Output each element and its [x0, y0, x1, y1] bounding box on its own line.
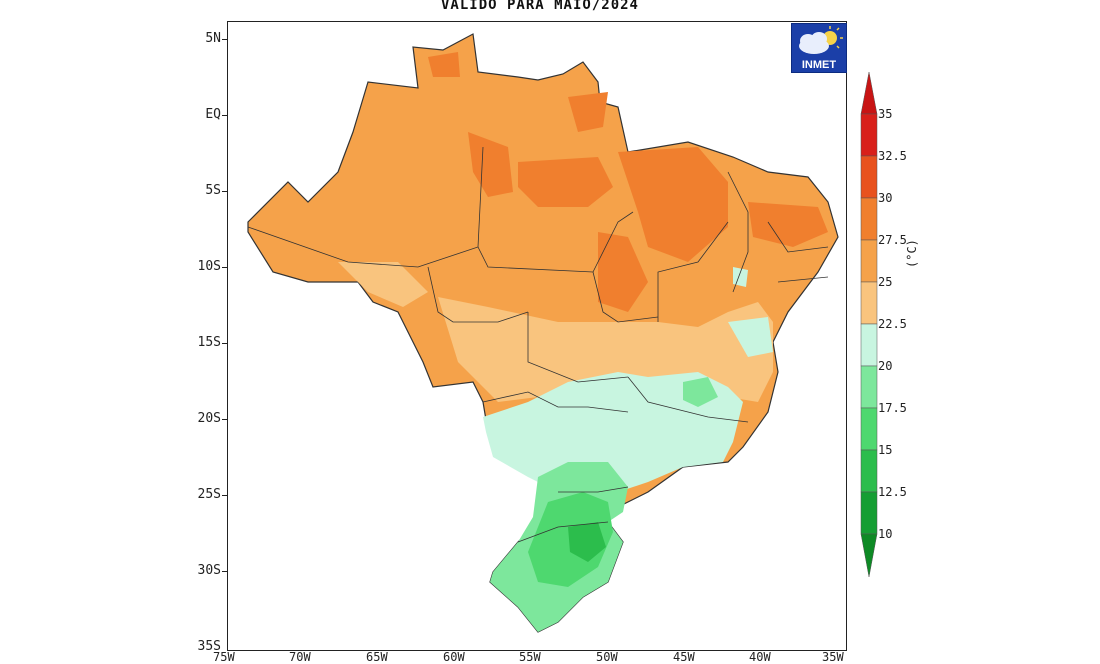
cloud-sun-icon [799, 26, 843, 54]
lat-tick [222, 571, 227, 572]
legend-unit-label: (°C) [905, 239, 919, 268]
map-title: VALIDO PARA MAIO/2024 [440, 0, 639, 13]
legend-band [860, 155, 878, 199]
hotspot-maranhao [618, 147, 728, 262]
lon-label-70w: 70W [289, 650, 311, 664]
lat-label-25s: 25S [197, 487, 221, 502]
lat-label-30s: 30S [197, 563, 221, 578]
legend-label: 25 [878, 275, 893, 289]
lat-tick [222, 115, 227, 116]
legend-label: 20 [878, 359, 893, 373]
lat-tick [222, 343, 227, 344]
inmet-logo: INMET [791, 23, 847, 73]
temperature-map [247, 33, 839, 633]
legend-band [860, 449, 878, 493]
legend-band [860, 407, 878, 451]
legend-label: 32.5 [878, 149, 907, 163]
legend-band [860, 113, 878, 157]
legend-band [860, 365, 878, 409]
lat-tick [222, 191, 227, 192]
lat-label-10s: 10S [197, 259, 221, 274]
logo-text: INMET [801, 59, 837, 71]
mild-northeast-spot [733, 267, 748, 287]
state-borders [247, 146, 829, 543]
light-orange-amazon-south [338, 262, 428, 307]
lat-label-35s: 35S [197, 639, 221, 654]
hotspot-amapa [568, 92, 608, 132]
cool-southeast-spot [683, 377, 718, 407]
legend-arrow-top [860, 72, 878, 115]
coolest-south-spot [568, 522, 606, 562]
lat-tick [222, 495, 227, 496]
lat-tick [222, 39, 227, 40]
legend-band [860, 491, 878, 535]
lon-label-45w: 45W [673, 650, 695, 664]
lon-label-40w: 40W [749, 650, 771, 664]
hotspot-northeast [748, 202, 828, 247]
hotspot-amazon [468, 132, 513, 197]
mild-bahia-spot [728, 317, 773, 357]
hotspot-para [518, 157, 613, 207]
lat-label-15s: 15S [197, 335, 221, 350]
legend-label: 12.5 [878, 485, 907, 499]
lat-tick [222, 267, 227, 268]
legend-arrow-bottom [860, 533, 878, 578]
lon-label-50w: 50W [596, 650, 618, 664]
legend-label: 10 [878, 527, 893, 541]
lon-label-75w: 75W [213, 650, 235, 664]
legend-band [860, 323, 878, 367]
lat-label-20s: 20S [197, 411, 221, 426]
legend-label: 27.5 [878, 233, 907, 247]
lat-tick [222, 419, 227, 420]
legend-label: 17.5 [878, 401, 907, 415]
lat-label-5n: 5N [205, 31, 221, 46]
hotspot-roraima [428, 52, 460, 77]
legend-band [860, 281, 878, 325]
lat-label-5s: 5S [205, 183, 221, 198]
legend-colorbar [860, 72, 878, 578]
legend-band [860, 197, 878, 241]
lon-label-65w: 65W [366, 650, 388, 664]
legend-label: 30 [878, 191, 893, 205]
hotspot-tocantins [598, 232, 648, 312]
lon-label-60w: 60W [443, 650, 465, 664]
legend-band [860, 239, 878, 283]
legend-label: 15 [878, 443, 893, 457]
lon-label-35w: 35W [822, 650, 844, 664]
legend-label: 35 [878, 107, 893, 121]
lon-label-55w: 55W [519, 650, 541, 664]
map-panel [227, 21, 847, 651]
lat-label-eq: EQ [205, 107, 221, 122]
legend-label: 22.5 [878, 317, 907, 331]
